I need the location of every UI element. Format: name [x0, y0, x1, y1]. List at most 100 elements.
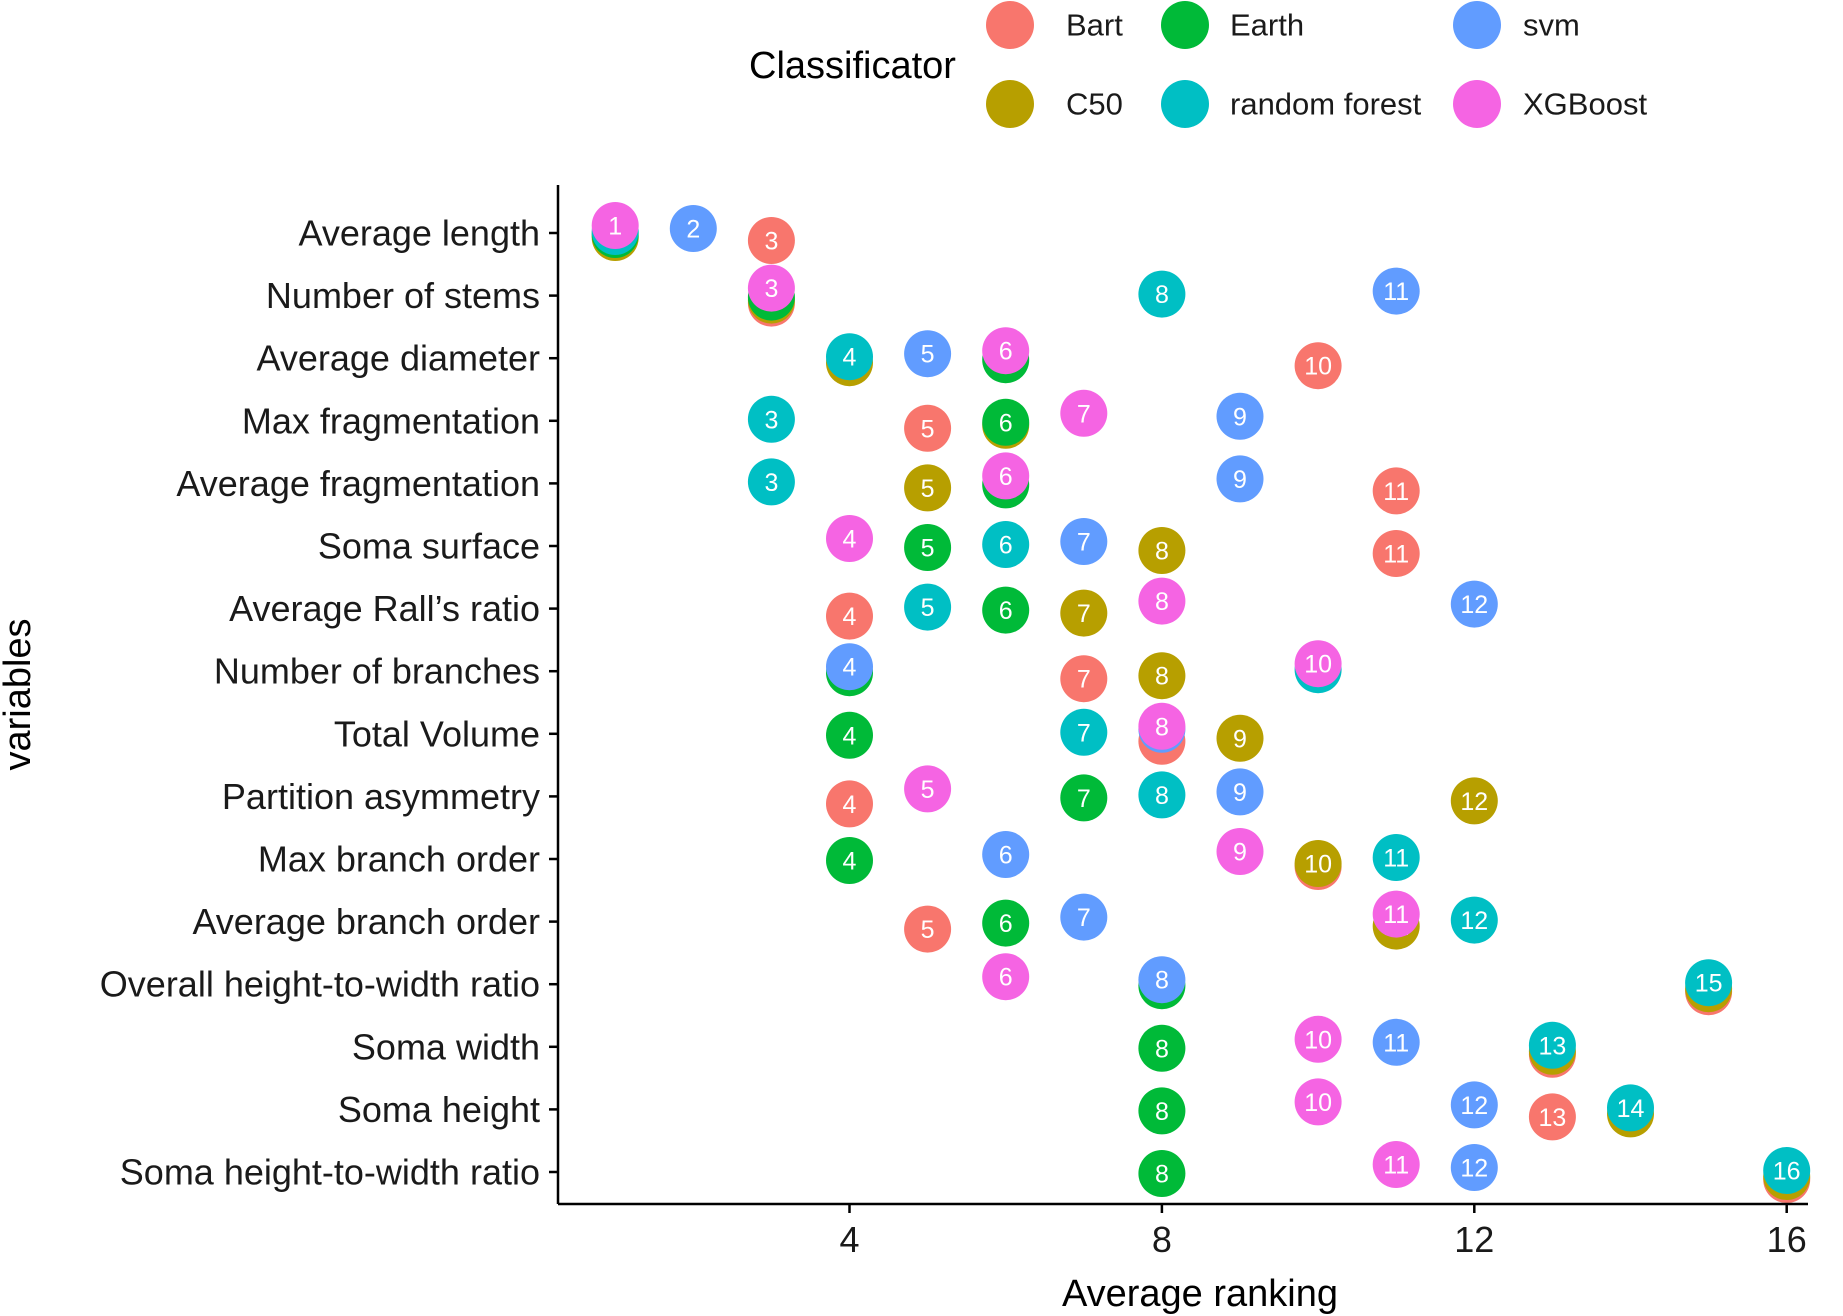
point-label-xgboost-average-diameter: 6 [999, 338, 1013, 366]
point-xgboost-average-fragmentation [982, 452, 1030, 500]
legend-label-random-forest: random forest [1230, 87, 1422, 122]
legend-swatch-random-forest [1161, 80, 1209, 128]
point-random-forest-soma-surface [982, 521, 1030, 568]
point-label-earth-total-volume: 4 [843, 722, 857, 750]
point-c50-total-volume [1216, 714, 1264, 762]
x-tick-label-16: 16 [1767, 1219, 1807, 1260]
point-label-svm-average-diameter: 5 [921, 341, 935, 369]
point-random-forest-total-volume [1060, 708, 1108, 756]
point-label-random-forest-average-branch-order: 12 [1460, 907, 1488, 935]
point-earth-soma-width [1138, 1024, 1186, 1072]
point-label-c50-average-fragmentation: 5 [921, 475, 935, 503]
point-xgboost-soma-height [1294, 1078, 1342, 1126]
point-label-xgboost-soma-surface: 4 [843, 526, 857, 554]
legend-item-xgboost: XGBoost [1453, 80, 1647, 128]
point-label-bart-soma-surface: 11 [1383, 541, 1409, 569]
point-label-xgboost-average-length: 1 [608, 213, 622, 241]
series-earth: 1 3 6 6 6 5 6 4 4 7 4 6 8 8 8 8 [591, 211, 1186, 1197]
point-label-earth-soma-surface: 5 [921, 535, 935, 563]
point-label-xgboost-soma-height: 10 [1304, 1089, 1332, 1117]
point-random-forest-max-branch-order [1372, 834, 1420, 881]
point-earth-average-rall-s-ratio [982, 586, 1030, 634]
point-label-bart-average-diameter: 10 [1304, 353, 1332, 381]
point-label-random-forest-soma-width: 13 [1538, 1032, 1566, 1060]
point-label-bart-average-length: 3 [764, 228, 778, 256]
point-bart-partition-asymmetry [826, 780, 873, 828]
legend-swatch-svm [1453, 1, 1501, 49]
point-svm-soma-width [1372, 1018, 1420, 1066]
point-earth-max-branch-order [826, 837, 873, 884]
point-label-random-forest-max-branch-order: 11 [1383, 845, 1409, 873]
point-label-c50-partition-asymmetry: 12 [1460, 788, 1488, 816]
point-xgboost-total-volume [1138, 702, 1186, 750]
x-tick-label-4: 4 [839, 1219, 859, 1260]
point-earth-soma-height [1138, 1087, 1186, 1135]
y-tick-label-average-diameter: Average diameter [257, 338, 541, 379]
point-label-random-forest-partition-asymmetry: 8 [1155, 782, 1169, 810]
legend-swatch-xgboost [1453, 80, 1501, 128]
point-random-forest-number-of-stems [1138, 270, 1186, 318]
point-earth-soma-surface [904, 524, 952, 571]
point-label-svm-overall-height-to-width-ratio: 8 [1155, 967, 1169, 995]
point-random-forest-soma-height [1607, 1084, 1654, 1132]
point-xgboost-average-length [591, 202, 639, 249]
y-tick-label-average-fragmentation: Average fragmentation [176, 463, 540, 504]
point-label-xgboost-average-branch-order: 11 [1383, 901, 1409, 929]
point-label-c50-average-rall-s-ratio: 7 [1077, 600, 1091, 628]
point-label-svm-number-of-stems: 11 [1383, 278, 1409, 306]
point-earth-average-branch-order [982, 899, 1030, 947]
y-tick-label-max-fragmentation: Max fragmentation [242, 400, 540, 441]
point-label-xgboost-overall-height-to-width-ratio: 6 [999, 964, 1013, 992]
point-label-xgboost-max-branch-order: 9 [1233, 839, 1247, 867]
point-svm-average-rall-s-ratio [1450, 580, 1498, 628]
point-label-bart-average-fragmentation: 11 [1383, 478, 1409, 506]
point-bart-max-fragmentation [904, 404, 952, 452]
x-axis-title: Average ranking [1062, 1273, 1338, 1315]
y-tick-label-partition-asymmetry: Partition asymmetry [222, 776, 540, 817]
point-svm-average-diameter [904, 330, 952, 378]
point-label-earth-average-rall-s-ratio: 6 [999, 597, 1013, 625]
point-bart-soma-surface [1372, 530, 1420, 577]
point-bart-number-of-branches [1060, 655, 1108, 703]
point-label-bart-average-rall-s-ratio: 4 [843, 603, 857, 631]
point-label-xgboost-soma-height-to-width-ratio: 11 [1383, 1152, 1409, 1180]
point-label-random-forest-average-rall-s-ratio: 5 [921, 594, 935, 622]
point-svm-soma-height-to-width-ratio [1450, 1144, 1498, 1191]
point-label-random-forest-soma-height-to-width-ratio: 16 [1773, 1158, 1801, 1186]
point-label-svm-soma-surface: 7 [1077, 529, 1091, 557]
series-random-forest: 1 8 4 3 3 6 5 10 7 8 11 12 15 13 14 16 [591, 208, 1811, 1194]
y-tick-label-soma-width: Soma width [352, 1026, 540, 1067]
point-label-xgboost-max-fragmentation: 7 [1077, 400, 1091, 428]
point-xgboost-partition-asymmetry [904, 765, 952, 813]
point-label-xgboost-soma-width: 10 [1304, 1026, 1332, 1054]
y-tick-label-number-of-stems: Number of stems [266, 275, 540, 316]
series-xgboost: 1 3 6 7 6 4 8 10 8 5 9 11 6 10 10 11 [591, 202, 1420, 1188]
point-svm-number-of-branches [826, 643, 873, 691]
legend-swatch-earth [1161, 1, 1209, 49]
point-xgboost-max-branch-order [1216, 828, 1264, 875]
point-svm-number-of-stems [1372, 267, 1420, 315]
point-c50-max-branch-order [1294, 840, 1342, 887]
point-random-forest-partition-asymmetry [1138, 771, 1186, 819]
y-tick-label-soma-height: Soma height [338, 1089, 540, 1130]
point-bart-average-rall-s-ratio [826, 592, 873, 640]
point-c50-number-of-branches [1138, 652, 1186, 700]
point-xgboost-average-diameter [982, 327, 1030, 375]
point-xgboost-overall-height-to-width-ratio [982, 953, 1030, 1001]
point-label-random-forest-max-fragmentation: 3 [764, 406, 778, 434]
point-svm-soma-height [1450, 1081, 1498, 1129]
point-random-forest-average-branch-order [1450, 896, 1498, 944]
points-layer: 3310511114784105151313161346587891210111… [591, 202, 1811, 1203]
point-label-c50-total-volume: 9 [1233, 725, 1247, 753]
legend-item-random-forest: random forest [1161, 80, 1422, 128]
point-label-random-forest-soma-surface: 6 [999, 532, 1013, 560]
point-label-bart-average-branch-order: 5 [921, 916, 935, 944]
point-xgboost-soma-width [1294, 1015, 1342, 1063]
y-tick-label-average-length: Average length [298, 213, 540, 254]
y-tick-label-average-branch-order: Average branch order [192, 901, 540, 942]
point-label-bart-soma-height: 13 [1538, 1104, 1566, 1132]
point-label-svm-soma-width: 11 [1383, 1029, 1409, 1057]
legend-label-earth: Earth [1230, 8, 1304, 43]
legend-swatch-c50 [986, 80, 1034, 128]
